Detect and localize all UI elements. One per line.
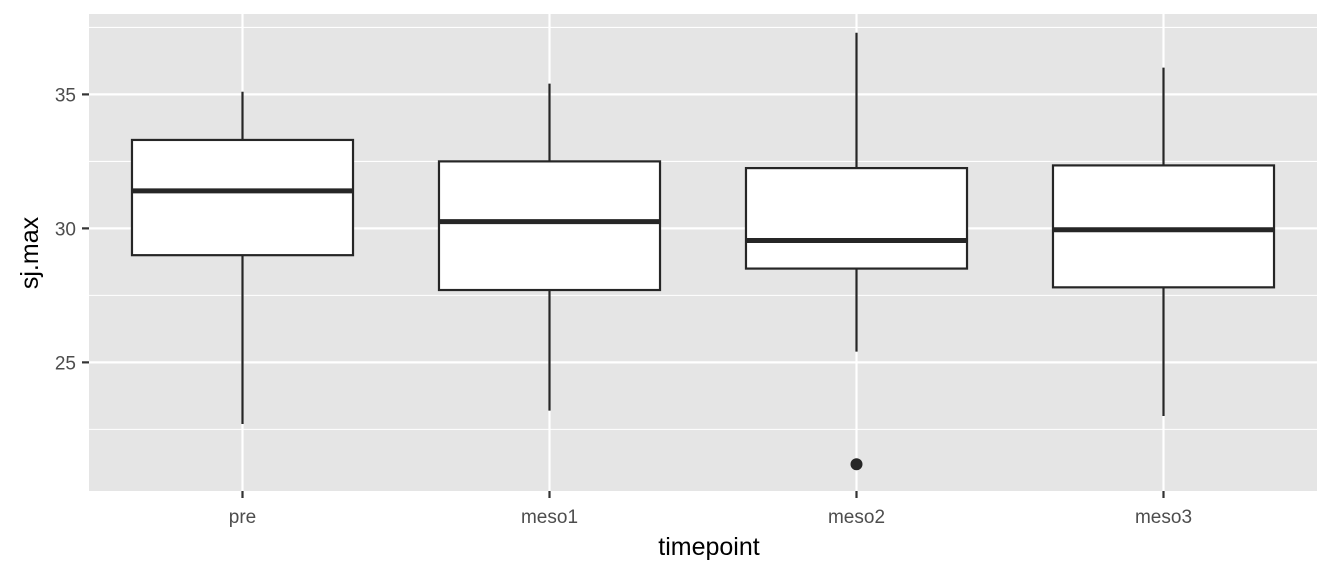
x-tick-label: meso3 <box>1135 507 1192 528</box>
x-tick-label: meso1 <box>521 507 578 528</box>
x-axis: pre meso1 meso2 meso3 <box>229 491 1192 528</box>
y-axis-title: sj.max <box>16 216 44 289</box>
iqr-box <box>1051 164 1276 289</box>
y-tick-label: 25 <box>55 353 76 374</box>
box-meso2 <box>744 32 969 471</box>
x-tick-label: pre <box>229 507 256 528</box>
x-tick-label: meso2 <box>828 507 885 528</box>
box-meso1 <box>437 83 662 411</box>
x-axis-title: timepoint <box>658 533 759 561</box>
box-pre <box>130 91 355 425</box>
y-tick-label: 35 <box>55 85 76 106</box>
outlier-point <box>850 458 863 471</box>
y-axis: 25 30 35 <box>55 85 89 374</box>
iqr-box <box>744 166 969 270</box>
iqr-box <box>130 138 355 257</box>
boxes-layer <box>130 32 1276 471</box>
box-meso3 <box>1051 67 1276 416</box>
y-tick-label: 30 <box>55 219 76 240</box>
iqr-box <box>437 160 662 292</box>
